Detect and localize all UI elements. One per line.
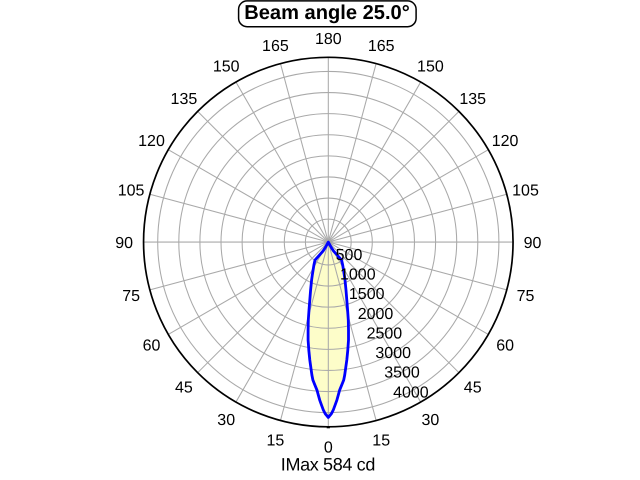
svg-text:4000: 4000 bbox=[393, 384, 429, 401]
svg-text:165: 165 bbox=[368, 38, 395, 55]
svg-text:1000: 1000 bbox=[340, 267, 376, 284]
svg-text:Beam angle 25.0°: Beam angle 25.0° bbox=[244, 2, 410, 24]
svg-text:30: 30 bbox=[422, 412, 440, 429]
svg-text:0: 0 bbox=[324, 439, 333, 456]
svg-text:165: 165 bbox=[262, 38, 289, 55]
svg-text:2500: 2500 bbox=[367, 325, 403, 342]
svg-text:30: 30 bbox=[217, 412, 235, 429]
svg-text:120: 120 bbox=[492, 133, 519, 150]
svg-text:120: 120 bbox=[138, 133, 165, 150]
svg-text:90: 90 bbox=[524, 235, 542, 252]
svg-text:135: 135 bbox=[171, 91, 198, 108]
svg-text:1500: 1500 bbox=[349, 286, 385, 303]
svg-text:180: 180 bbox=[315, 31, 342, 48]
svg-text:60: 60 bbox=[496, 337, 514, 354]
svg-text:15: 15 bbox=[372, 432, 390, 449]
svg-text:150: 150 bbox=[417, 58, 444, 75]
svg-text:135: 135 bbox=[459, 91, 486, 108]
svg-text:75: 75 bbox=[517, 288, 535, 305]
svg-text:3500: 3500 bbox=[384, 365, 420, 382]
svg-text:105: 105 bbox=[512, 182, 539, 199]
svg-text:3000: 3000 bbox=[375, 345, 411, 362]
svg-text:2000: 2000 bbox=[358, 306, 394, 323]
svg-text:90: 90 bbox=[115, 235, 133, 252]
svg-text:60: 60 bbox=[143, 337, 161, 354]
svg-text:500: 500 bbox=[336, 247, 363, 264]
svg-text:IMax 584 cd: IMax 584 cd bbox=[281, 454, 375, 474]
svg-text:45: 45 bbox=[464, 380, 482, 397]
svg-text:105: 105 bbox=[118, 182, 145, 199]
svg-text:75: 75 bbox=[122, 288, 140, 305]
svg-text:15: 15 bbox=[267, 432, 285, 449]
svg-text:150: 150 bbox=[213, 58, 240, 75]
svg-text:45: 45 bbox=[175, 380, 193, 397]
